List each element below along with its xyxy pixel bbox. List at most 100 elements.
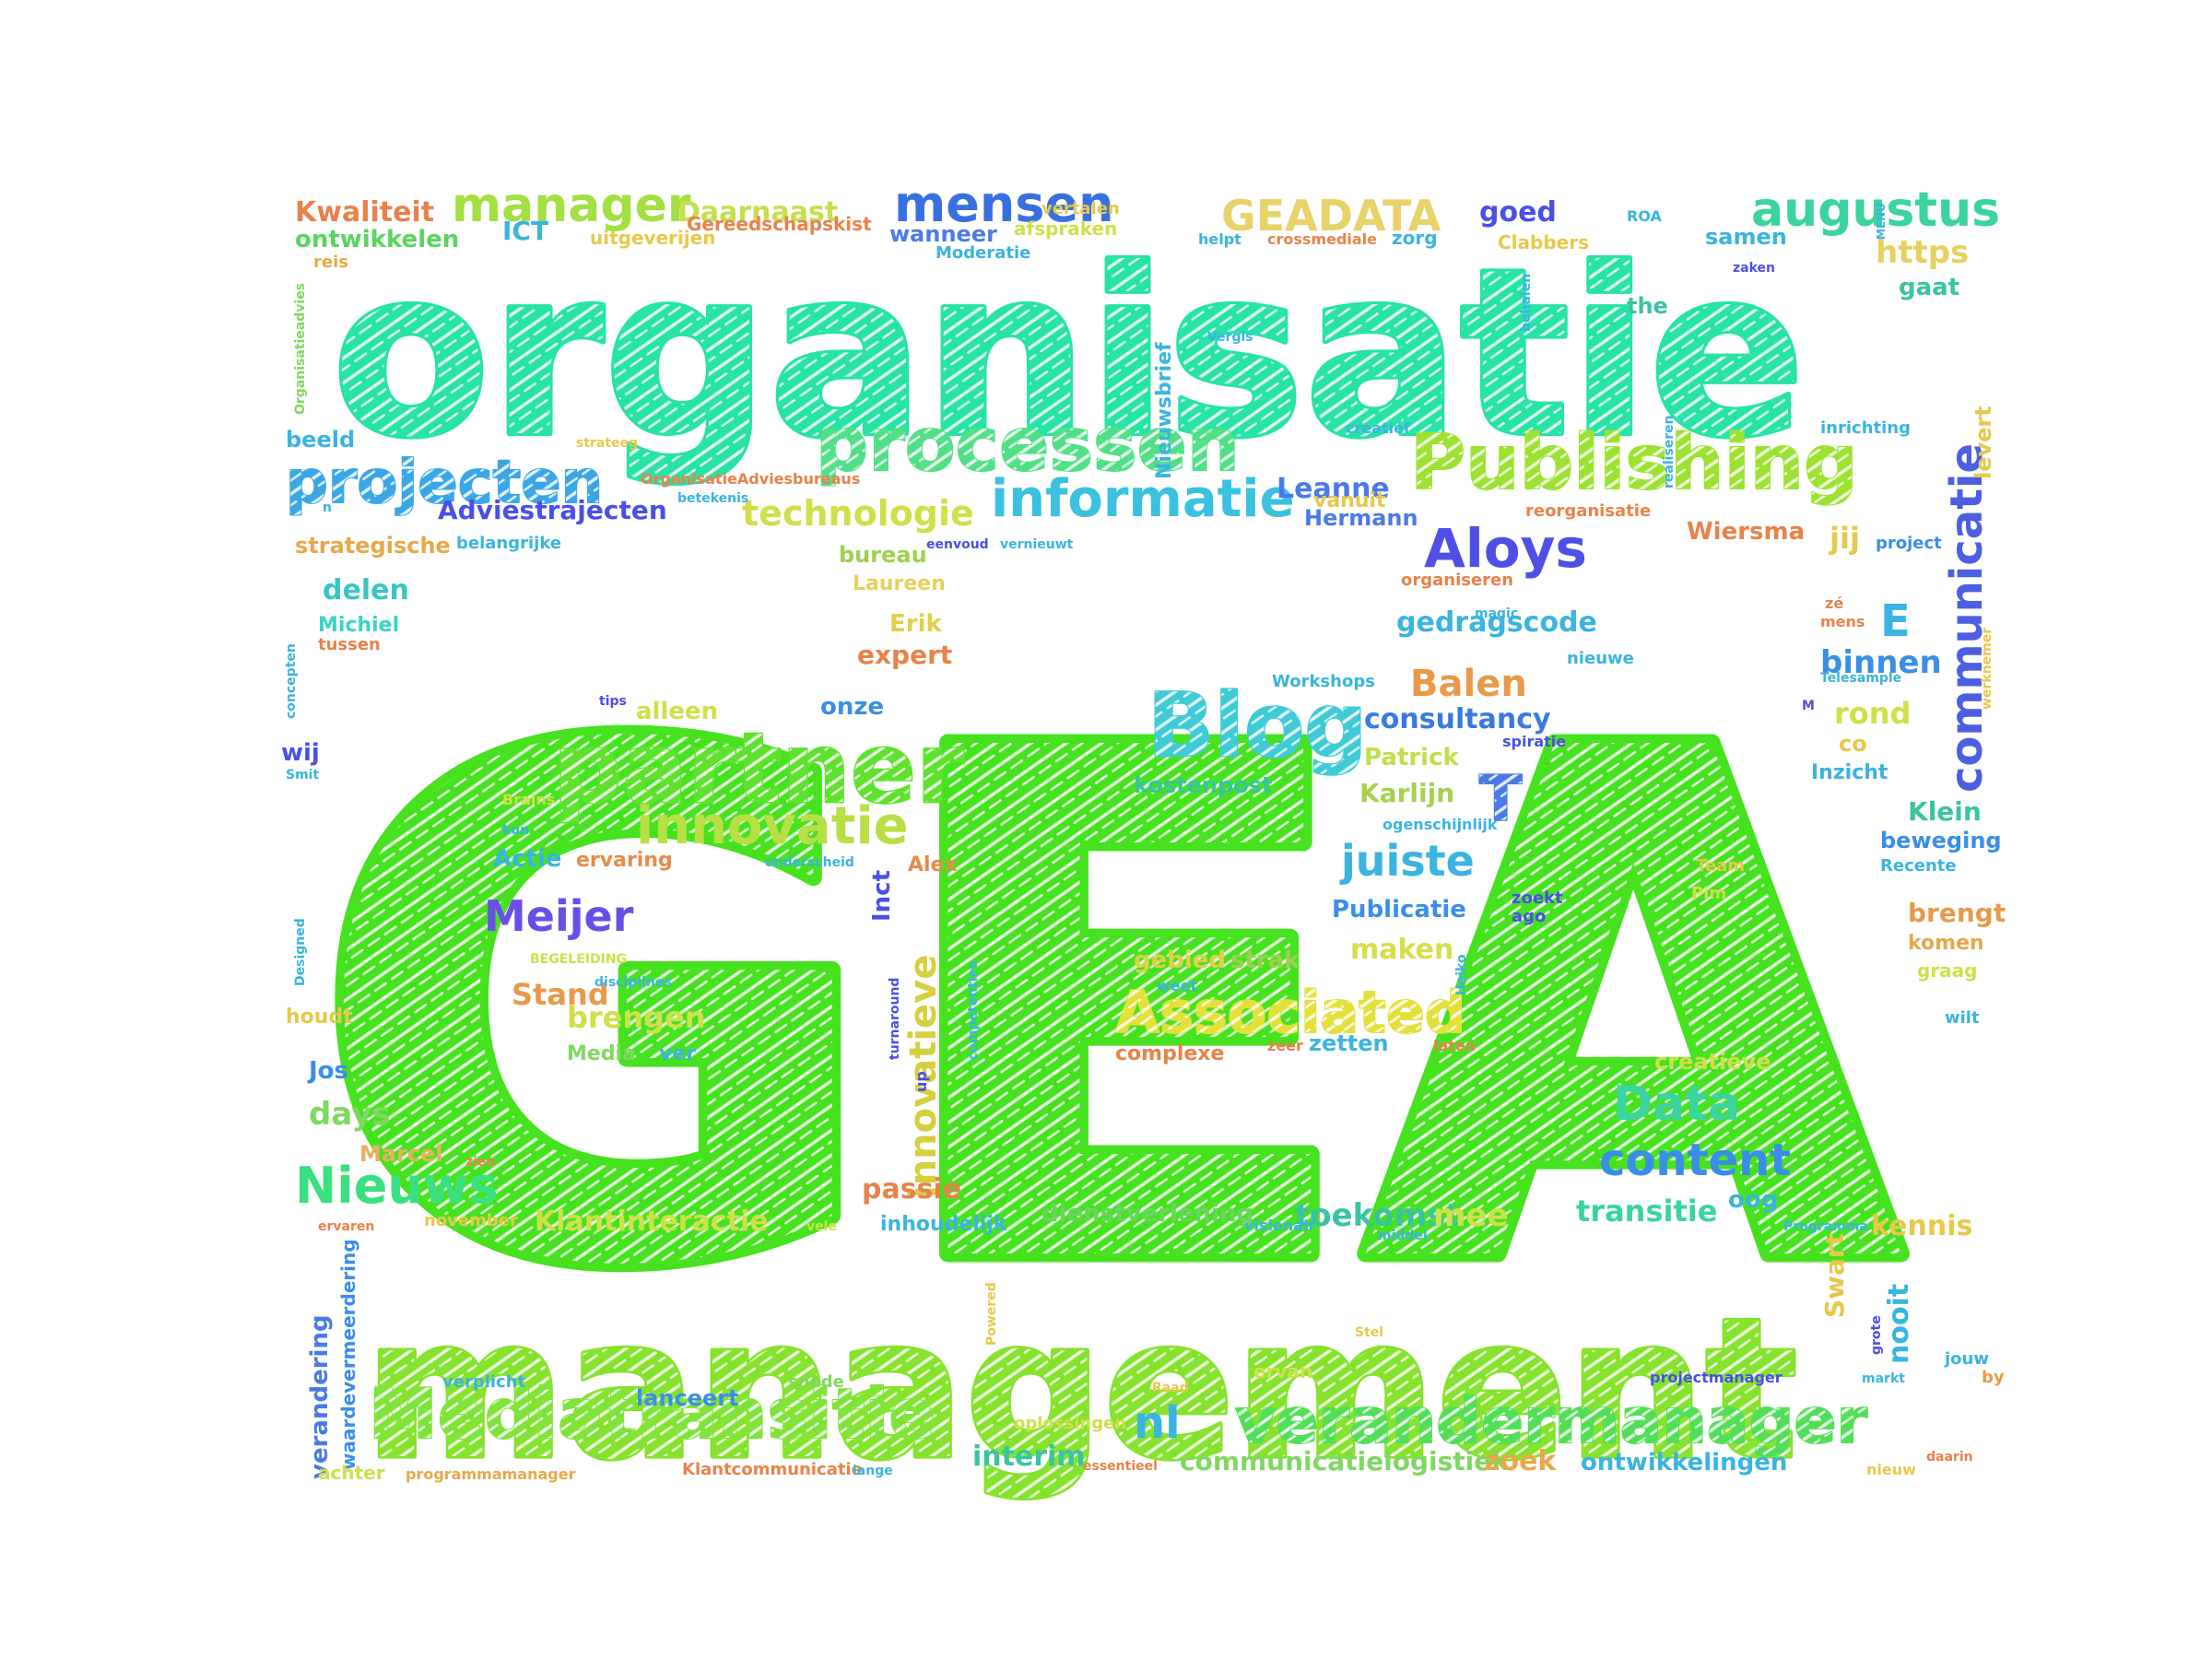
word-kun: kun	[502, 823, 529, 838]
word-m: M	[1802, 699, 1815, 713]
word-up: up	[912, 1071, 930, 1092]
word-achter: achter	[318, 1462, 385, 1484]
word-informatie: informatie	[991, 469, 1295, 529]
word-hatch-gea: GEA	[309, 605, 1910, 1419]
word-ver: ver	[659, 1042, 696, 1065]
word-raad: Raad	[1152, 1381, 1189, 1395]
word-nieuw: nieuw	[1866, 1461, 1916, 1478]
word-november: november	[424, 1211, 518, 1230]
word-publicatie: Publicatie	[1332, 896, 1466, 924]
word-zien: zien	[465, 1155, 495, 1170]
word-publishing: Publishing	[1410, 419, 1858, 507]
word-grote: grote	[1869, 1315, 1884, 1355]
word-oog: oog	[1728, 1186, 1778, 1214]
word-management: management	[364, 1277, 1798, 1502]
word-patrick: Patrick	[1364, 744, 1459, 771]
word-waardevermeerdering: waardevermeerdering	[337, 1239, 359, 1470]
word-gebied: gebied	[1134, 947, 1226, 974]
word-co: co	[1839, 731, 1867, 757]
word-adviestrajecten: Adviestrajecten	[438, 495, 667, 525]
word-gereedschapskist: Gereedschapskist	[687, 213, 872, 235]
word-verandering: verandering	[306, 1314, 334, 1479]
word-tussen: tussen	[318, 635, 381, 654]
word-ict: ICT	[502, 216, 548, 246]
word-team: Team	[1696, 856, 1745, 876]
word-hatch-mediatransitie: Mediatransitie	[369, 1373, 935, 1454]
word-t: T	[1479, 763, 1523, 836]
word-disciplines: disciplines	[594, 975, 672, 990]
word-strateeg: strateeg	[576, 436, 638, 451]
word-zoek: zoek	[1484, 1445, 1557, 1477]
word-komen: komen	[1908, 932, 1984, 955]
word-project: project	[1876, 534, 1942, 553]
word-daarin: daarin	[1926, 1450, 1973, 1465]
word-expert: expert	[857, 640, 952, 670]
word-blog: Blog	[1147, 676, 1367, 777]
word-wilt: wilt	[1945, 1008, 1980, 1028]
word-erik: Erik	[889, 610, 942, 638]
word-ogenschijnlijk: ogenschijnlijk	[1382, 816, 1498, 833]
word-media: Media	[567, 1042, 636, 1065]
word-inhoudelijk: inhoudelijk	[880, 1213, 1008, 1236]
word-transitie: transitie	[1576, 1194, 1717, 1229]
word-klantcommunicatie: Klantcommunicatie	[682, 1460, 863, 1479]
word-nooit: nooit	[1883, 1284, 1915, 1364]
word-snede: snede	[788, 1372, 844, 1392]
word-aloys: Aloys	[1424, 517, 1587, 580]
word-programma: Programma	[1783, 1219, 1868, 1234]
word-strak: strak	[1230, 947, 1300, 974]
word-n: n	[323, 500, 332, 515]
word-manager: manager	[452, 178, 691, 233]
word-e: E	[1880, 595, 1911, 647]
word-zoekt: zoekt	[1512, 888, 1563, 908]
word-oplossingen: oplossingen	[1014, 1414, 1126, 1433]
word-z: zé	[1825, 594, 1843, 612]
word-roa: ROA	[1627, 207, 1662, 225]
word-programmamanager: programmamanager	[406, 1465, 576, 1483]
word-ervan: ervan	[1253, 1360, 1312, 1382]
word-swart: Swart	[1819, 1233, 1850, 1318]
word-gea: GEA	[309, 605, 1910, 1419]
word-telesample: Telesample	[1820, 671, 1901, 686]
word-marcel: Marcel	[359, 1141, 443, 1167]
word-klantinteractie: Klantinteractie	[535, 1206, 769, 1238]
word-balen: Balen	[1410, 663, 1527, 705]
word-vernieuwt: vernieuwt	[1000, 537, 1074, 552]
word-projectmanager: projectmanager	[1650, 1369, 1783, 1386]
word-beweging: beweging	[1880, 828, 2002, 853]
word-betekenis: betekenis	[677, 491, 748, 506]
word-uitgeverijen: uitgeverijen	[590, 227, 716, 249]
word-hatch-publishing: Publishing	[1410, 419, 1858, 507]
word-vanuit: vanuit	[1313, 489, 1386, 512]
word-inzicht: Inzicht	[1811, 761, 1888, 784]
word-mensen: mensen	[894, 175, 1114, 233]
word-creatieve: creatieve	[1654, 1049, 1771, 1075]
word-gaat: gaat	[1899, 274, 1959, 301]
word-inct: Inct	[868, 870, 896, 922]
word-designed: Designed	[293, 918, 308, 986]
word-stel: Stel	[1355, 1325, 1383, 1340]
word-stand: Stand	[512, 977, 609, 1012]
word-moderatie: Moderatie	[935, 243, 1030, 263]
word-visionair: visionair	[1244, 1217, 1316, 1234]
word-lange: lange	[853, 1464, 893, 1478]
word-kostenpost: kostenpost	[1134, 772, 1272, 798]
word-crossmediale: crossmediale	[1267, 230, 1377, 248]
word-projecten: projecten	[286, 449, 603, 517]
word-ontwikkelingen: ontwikkelingen	[1581, 1449, 1787, 1477]
word-spiratie: spiratie	[1502, 733, 1566, 750]
word-reorganisatie: reorganisatie	[1525, 501, 1651, 521]
word-reis: reis	[313, 253, 348, 272]
word-smit: Smit	[286, 768, 319, 782]
word-innovatieve: innovatieve	[902, 955, 945, 1198]
word-by: by	[1982, 1368, 2005, 1387]
word-begeleiding: BEGELEIDING	[530, 952, 627, 967]
word-brengen: brengen	[567, 1000, 706, 1035]
word-nieuws: Nieuws	[295, 1157, 499, 1215]
word-partner: partner	[553, 712, 964, 825]
word-nieuwsbrief: Nieuwsbrief	[1153, 342, 1176, 479]
word-zeer: zeer	[1267, 1037, 1303, 1054]
word-content: content	[1599, 1135, 1791, 1186]
word-realiseren: realiseren	[1662, 415, 1677, 488]
